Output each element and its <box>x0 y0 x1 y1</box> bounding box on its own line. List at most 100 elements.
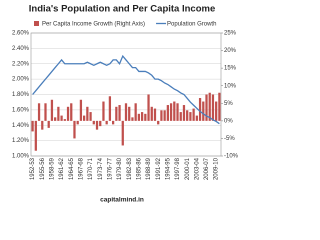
line <box>32 54 220 125</box>
bar <box>147 94 150 121</box>
bar <box>160 110 163 121</box>
bar <box>50 99 54 121</box>
bar <box>121 120 124 146</box>
x-tick-label: 2000-01 <box>185 157 191 180</box>
y2-tick-label: 15% <box>224 66 237 72</box>
bar <box>198 98 202 121</box>
bar <box>83 115 86 121</box>
x-tick-label: 1964-65 <box>69 157 75 180</box>
x-tick-label: 1967-68 <box>78 157 84 180</box>
bar <box>150 106 153 121</box>
bar <box>34 120 37 151</box>
x-tick-label: 2009-10 <box>214 157 220 180</box>
bar <box>44 103 47 121</box>
bar <box>189 112 192 121</box>
legend-swatch <box>34 21 39 26</box>
bar <box>215 101 218 121</box>
y2-tick-label: 25% <box>224 31 237 37</box>
x-tick-label: 1988-89 <box>146 157 152 180</box>
bar <box>66 106 70 121</box>
bar <box>105 120 108 125</box>
chart-title: India's Population and Per Capita Income <box>29 4 215 15</box>
bar <box>89 112 92 121</box>
bar <box>76 120 79 125</box>
bar <box>140 112 144 121</box>
bar <box>192 108 195 121</box>
x-tick-label: 2006-07 <box>204 157 210 180</box>
bar <box>211 94 215 121</box>
x-tick-label: 1991-92 <box>156 157 162 180</box>
x-tick-label: 1955-56 <box>40 157 46 180</box>
bar <box>176 103 179 121</box>
bar <box>102 101 105 121</box>
bar <box>41 120 44 130</box>
y-tick-label: 1.00% <box>12 154 30 160</box>
y-tick-label: 2.00% <box>12 77 30 83</box>
y-tick-label: 1.60% <box>12 107 30 113</box>
chart: India's Population and Per Capita Income… <box>11 3 239 204</box>
x-tick-label: 1958-59 <box>50 157 56 180</box>
x-tick-label: 2003-04 <box>194 157 200 180</box>
bar <box>63 119 66 121</box>
bar <box>73 120 76 139</box>
y-tick-label: 2.60% <box>12 31 30 37</box>
bar <box>173 101 176 121</box>
bar <box>195 115 198 121</box>
bar <box>115 106 118 121</box>
bar <box>124 103 128 121</box>
x-tick-label: 1997-98 <box>175 157 181 180</box>
x-tick-label: 1979-80 <box>117 157 123 180</box>
bar <box>31 120 34 132</box>
bar <box>108 96 112 121</box>
bar <box>79 99 83 121</box>
bar <box>157 120 160 125</box>
bar <box>169 103 173 121</box>
bar <box>137 113 141 121</box>
bar <box>205 94 208 121</box>
legend-label: Per Capita Income Growth (Right Axis) <box>42 22 145 28</box>
bar <box>60 115 63 121</box>
y2-tick-label: -5% <box>224 136 235 142</box>
bar <box>179 112 182 121</box>
y2-tick-label: -10% <box>224 154 239 160</box>
bar <box>166 105 169 121</box>
y2-tick-label: 10% <box>224 83 237 89</box>
bar <box>208 92 211 121</box>
bar <box>218 92 221 121</box>
bar <box>186 110 189 121</box>
bar <box>47 120 50 128</box>
x-tick-label: 1961-62 <box>59 157 65 180</box>
bar <box>92 120 95 125</box>
bar <box>182 105 186 121</box>
bar <box>144 113 147 121</box>
x-tick-label: 1973-74 <box>98 157 104 180</box>
x-tick-label: 1985-86 <box>136 157 142 180</box>
bar <box>86 106 89 121</box>
x-tick-label: 1994-95 <box>165 157 171 180</box>
bar <box>57 106 60 121</box>
y-tick-label: 2.20% <box>12 61 30 67</box>
bar <box>153 108 157 121</box>
x-tick-label: 1982-83 <box>127 157 133 180</box>
bar <box>70 103 73 121</box>
bar <box>54 117 57 121</box>
legend-label: Population Growth <box>167 22 216 28</box>
bar <box>118 105 121 121</box>
bar <box>163 110 166 121</box>
y2-tick-label: 0% <box>224 118 233 124</box>
bar <box>128 106 131 121</box>
y-tick-label: 1.40% <box>12 123 30 129</box>
bar <box>111 120 115 125</box>
bar <box>131 117 134 121</box>
bar <box>202 101 205 121</box>
plot-frame <box>30 32 222 157</box>
bar <box>37 103 41 121</box>
bar <box>99 120 102 127</box>
y2-tick-label: 20% <box>224 48 237 54</box>
x-tick-label: 1970-71 <box>88 157 94 180</box>
x-tick-label: 1952-53 <box>30 157 36 180</box>
y-tick-label: 2.40% <box>12 46 30 52</box>
bar <box>134 103 137 121</box>
y2-tick-label: 5% <box>224 101 233 107</box>
y-tick-label: 1.20% <box>12 138 30 144</box>
